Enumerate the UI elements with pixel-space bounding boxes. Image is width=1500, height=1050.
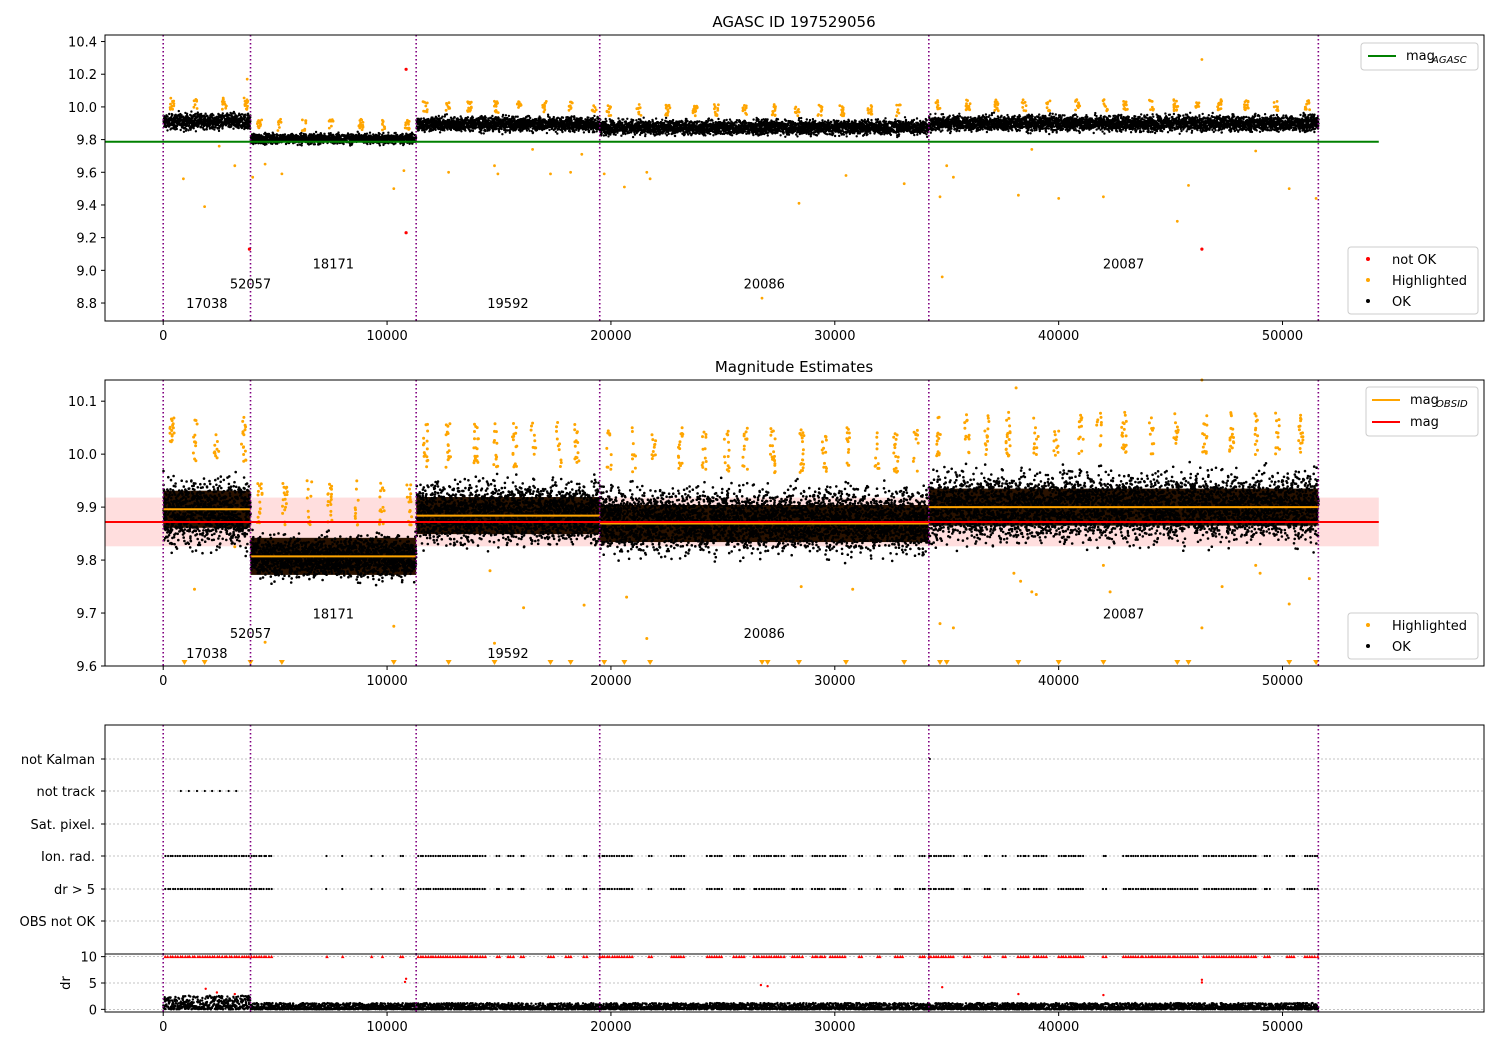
y-tick-label: 9.9 [76,501,97,516]
panel2-axes [104,379,1485,667]
y-tick-label: 10.1 [68,395,97,410]
y-tick-label: 8.8 [76,297,97,312]
flag-points [164,854,1319,858]
x-tick-label: 10000 [366,1020,407,1035]
y-tick-label: 0 [89,1003,97,1018]
panel2-title: Magnitude Estimates [715,358,873,376]
obsid-label: 18171 [313,607,354,622]
legend-dot-0 [1366,623,1370,627]
legend-label-0: not OK [1392,253,1437,268]
obsid-label: 20087 [1103,607,1144,622]
legend-lower [1347,246,1479,315]
obsid-label: 52057 [230,277,271,292]
x-tick-label: 0 [159,329,167,344]
x-tick-label: 30000 [814,329,855,344]
x-tick-label: 40000 [1038,329,1079,344]
legend-label-2: OK [1392,295,1411,310]
x-tick-label: 10000 [366,674,407,689]
legend-line-label-1: mag [1410,415,1439,430]
obsid-label: 52057 [230,627,271,642]
y-tick-label: 10.2 [68,68,97,83]
legend-dot-2 [1366,299,1370,303]
panel1-title: AGASC ID 197529056 [712,13,875,31]
dr-axis-label: dr [59,976,74,990]
legend-lower [1347,612,1479,660]
y-tick-label: 10.0 [68,101,97,116]
y-tick-label: 10.0 [68,448,97,463]
legend-dot-1 [1366,278,1370,282]
x-tick-label: 30000 [814,674,855,689]
legend-line-label-0: mag [1410,393,1439,408]
panel4-dr: 0 10000 20000 30000 40000 50000 0 5 10 dr [59,951,1485,1035]
y-tick-label: 9.7 [76,607,97,622]
obsid-label: 20087 [1103,258,1144,273]
panel1-axes [104,34,1485,322]
x-tick-label: 20000 [590,329,631,344]
x-tick-label: 0 [159,1020,167,1035]
obsid-label: 20086 [744,627,785,642]
y-tick-label: 10 [80,951,97,966]
legend-line-subscript-0: OBSID [1436,399,1468,410]
x-tick-label: 30000 [814,1020,855,1035]
y-tick-label: 9.8 [76,134,97,149]
legend-mag-agasc-subscript: AGASC [1431,55,1467,66]
legend-dot-1 [1366,644,1370,648]
x-tick-label: 40000 [1038,674,1079,689]
obsid-label: 19592 [487,297,528,312]
flag-label: dr > 5 [54,883,95,898]
x-tick-label: 50000 [1262,1020,1303,1035]
y-tick-label: 9.8 [76,554,97,569]
dr-clipped-markers [163,954,1320,959]
dr-ok-points [162,994,1320,1011]
y-tick-label: 5 [89,977,97,992]
x-tick-label: 20000 [590,674,631,689]
flag-label: not track [36,785,95,800]
legend-dot-0 [1366,257,1370,261]
flag-label: OBS not OK [20,915,96,930]
legend-label-1: OK [1392,640,1411,655]
x-tick-label: 20000 [590,1020,631,1035]
x-tick-label: 10000 [366,329,407,344]
x-tick-label: 40000 [1038,1020,1079,1035]
y-tick-label: 9.6 [76,166,97,181]
y-tick-label: 9.2 [76,232,97,247]
y-tick-label: 10.4 [68,36,97,51]
legend-mag-agasc-label: mag [1406,49,1435,64]
y-tick-label: 9.4 [76,199,97,214]
x-tick-label: 0 [159,674,167,689]
flag-label: Sat. pixel. [31,818,95,833]
legend-upper [1360,42,1479,71]
obsid-label: 17038 [186,647,227,662]
legend-label-0: Highlighted [1392,619,1467,634]
flag-points [164,887,1319,891]
obsid-label: 17038 [186,297,227,312]
legend-label-1: Highlighted [1392,274,1467,289]
obsid-label: 18171 [313,258,354,273]
y-tick-label: 9.0 [76,264,97,279]
flag-label: Ion. rad. [41,850,95,865]
obsid-label: 19592 [487,647,528,662]
flag-label: not Kalman [21,753,95,768]
ok-points [162,109,1320,147]
dr-flagged-points [204,977,1204,997]
x-tick-label: 50000 [1262,674,1303,689]
obsid-label: 20086 [744,277,785,292]
x-tick-label: 50000 [1262,329,1303,344]
y-tick-label: 9.6 [76,660,97,675]
